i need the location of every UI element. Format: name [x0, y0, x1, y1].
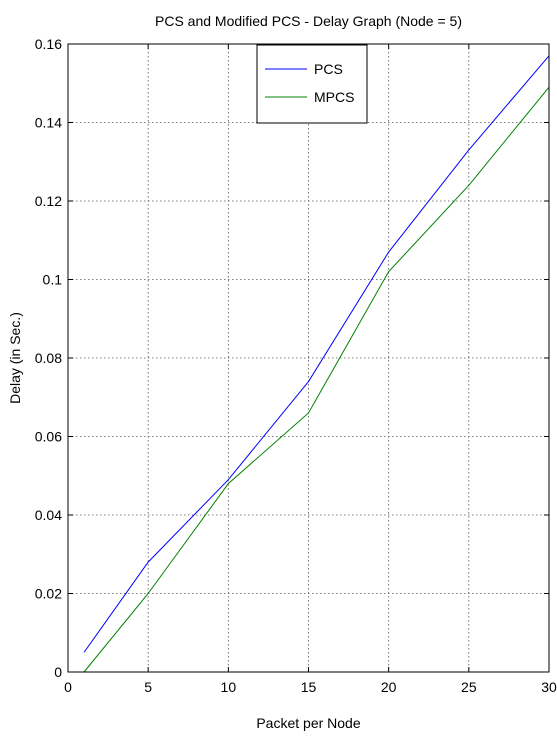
legend-box	[256, 44, 368, 124]
y-tick-label: 0.12	[35, 193, 62, 209]
x-tick-label: 30	[541, 679, 557, 695]
x-axis-label: Packet per Node	[256, 715, 360, 731]
y-tick-label: 0.16	[35, 36, 62, 52]
y-axis-label: Delay (in Sec.)	[7, 312, 23, 404]
y-tick-label: 0.1	[43, 272, 63, 288]
series-line-mpcs	[83, 86, 550, 673]
chart-title: PCS and Modified PCS - Delay Graph (Node…	[155, 13, 462, 29]
legend-label-mpcs: MPCS	[314, 89, 354, 105]
x-tick-label: 5	[144, 679, 152, 695]
x-tick-label: 0	[64, 679, 72, 695]
x-tick-label: 20	[381, 679, 397, 695]
legend: PCS MPCS	[256, 44, 368, 124]
x-tick-label: 10	[221, 679, 237, 695]
y-tick-label: 0.08	[35, 350, 62, 366]
y-tick-label: 0.04	[35, 507, 62, 523]
y-tick-label: 0.14	[35, 115, 62, 131]
series-layer	[83, 55, 550, 673]
grid-lines	[68, 44, 549, 672]
x-tick-label: 15	[301, 679, 317, 695]
y-tick-label: 0	[54, 664, 62, 680]
legend-label-pcs: PCS	[314, 61, 343, 77]
series-line-pcs	[83, 55, 550, 653]
y-tick-label: 0.06	[35, 429, 62, 445]
y-tick-label: 0.02	[35, 586, 62, 602]
axis-ticks: 0 5 10 15 20 25 30 0 0.02 0.04 0.06 0.08 0.1 0.12 0.14…	[35, 36, 557, 695]
x-tick-label: 25	[461, 679, 477, 695]
